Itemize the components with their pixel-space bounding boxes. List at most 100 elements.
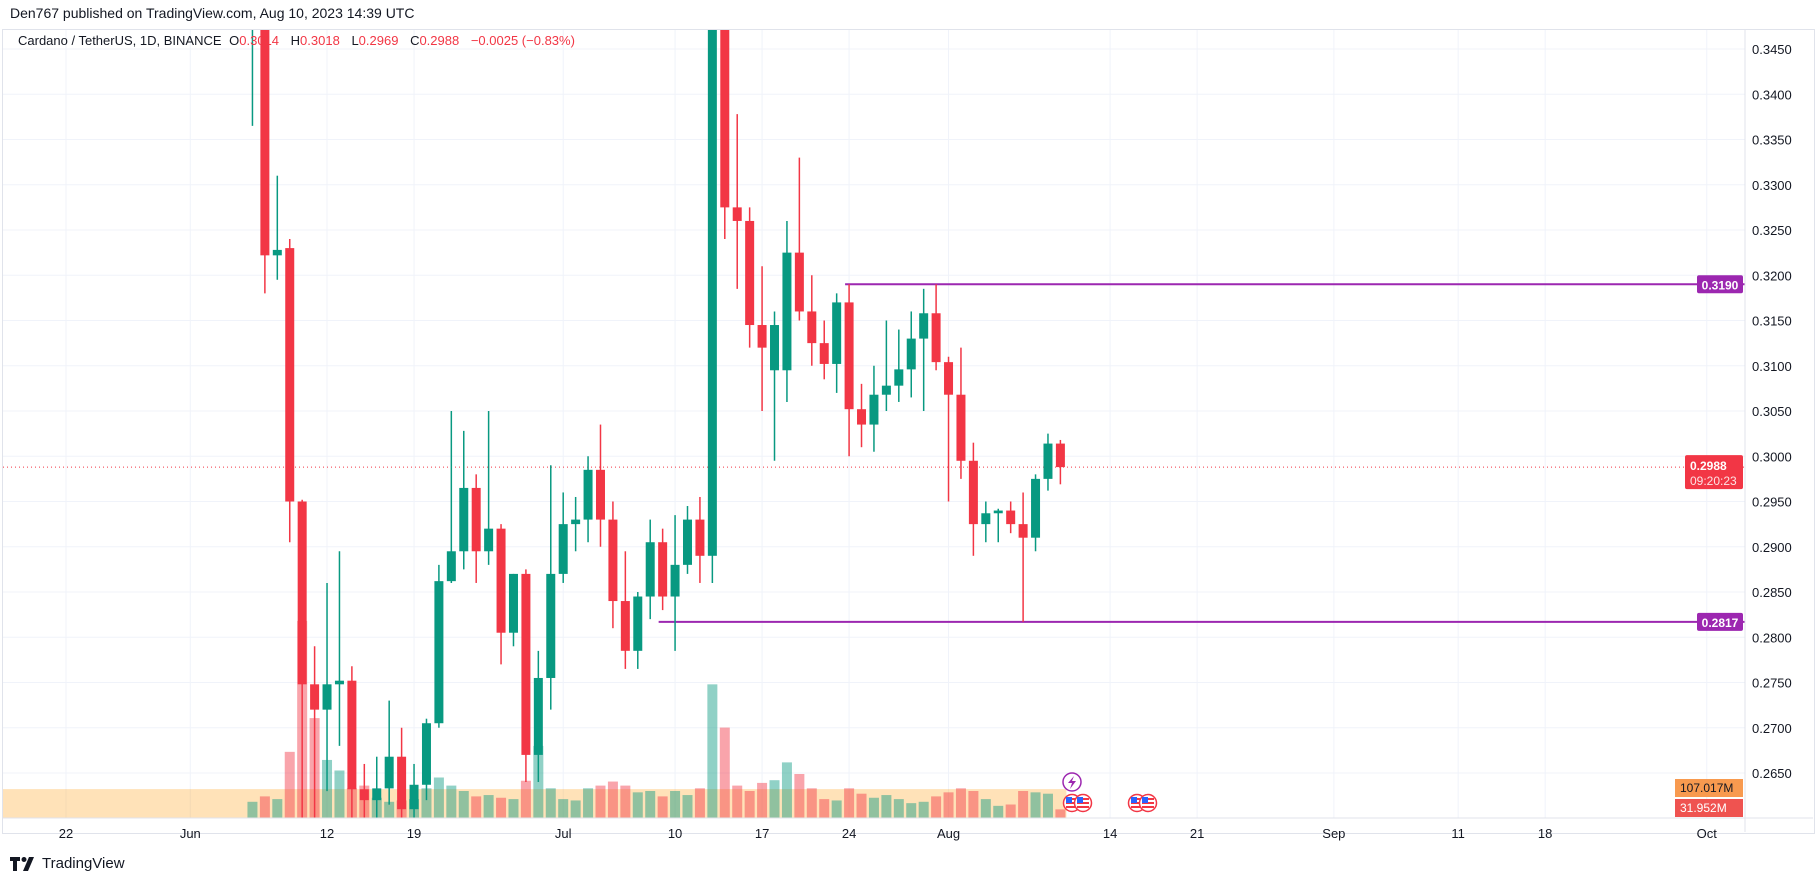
volume-bar: [918, 801, 929, 818]
candle[interactable]: [484, 411, 494, 565]
candle-body: [521, 573, 531, 755]
lightning-event-icon[interactable]: [1062, 772, 1082, 792]
candle[interactable]: [782, 220, 792, 402]
flag-canton: [1131, 797, 1137, 803]
candle[interactable]: [968, 442, 978, 556]
candle-body: [732, 207, 742, 221]
candle[interactable]: [670, 515, 680, 651]
volume-bar: [893, 799, 904, 818]
level-price-label: 0.3190: [1702, 278, 1739, 292]
candle[interactable]: [906, 311, 916, 398]
candle[interactable]: [1006, 501, 1016, 534]
candle[interactable]: [558, 492, 568, 583]
candle-body: [757, 325, 767, 348]
candle[interactable]: [434, 564, 444, 728]
candles: [248, 0, 1065, 819]
candle[interactable]: [720, 0, 730, 240]
candle[interactable]: [1055, 439, 1065, 485]
candle[interactable]: [857, 383, 867, 448]
candle[interactable]: [409, 763, 419, 818]
symbol-name[interactable]: Cardano / TetherUS, 1D, BINANCE: [18, 33, 222, 48]
candle[interactable]: [571, 496, 581, 552]
price-tick-label: 0.3350: [1752, 133, 1792, 148]
level-price-badge: [1697, 275, 1743, 294]
us-flag-event-icon[interactable]: [1073, 793, 1093, 813]
candle[interactable]: [745, 207, 755, 348]
us-flag-event-icon[interactable]: [1138, 793, 1158, 813]
candle[interactable]: [272, 175, 282, 280]
time-tick-label: Aug: [937, 826, 960, 841]
candle[interactable]: [732, 114, 742, 289]
low-value: 0.2969: [358, 33, 399, 48]
time-tick-label: 14: [1103, 826, 1117, 841]
candle[interactable]: [1043, 433, 1053, 491]
candle[interactable]: [993, 508, 1003, 543]
candle[interactable]: [881, 320, 891, 412]
candle-body: [981, 513, 991, 525]
time-tick-label: 10: [668, 826, 682, 841]
candle-body: [1018, 524, 1028, 538]
candle[interactable]: [931, 284, 941, 371]
candle[interactable]: [869, 365, 879, 452]
candle[interactable]: [260, 0, 270, 294]
candle[interactable]: [633, 592, 643, 669]
candle[interactable]: [1031, 474, 1041, 552]
candle[interactable]: [471, 474, 481, 583]
candle[interactable]: [645, 519, 655, 620]
candle[interactable]: [844, 284, 854, 457]
candle[interactable]: [508, 573, 518, 647]
candle[interactable]: [496, 524, 506, 665]
candle[interactable]: [359, 763, 369, 818]
candle[interactable]: [894, 329, 904, 402]
candle[interactable]: [807, 275, 817, 366]
candle[interactable]: [683, 506, 692, 574]
candle[interactable]: [384, 700, 394, 805]
candle[interactable]: [944, 356, 954, 502]
candle[interactable]: [770, 311, 780, 461]
candle[interactable]: [446, 411, 456, 583]
volume-bar: [458, 791, 469, 818]
candle[interactable]: [981, 501, 991, 543]
candle[interactable]: [819, 320, 829, 380]
candle[interactable]: [546, 465, 556, 710]
candle-body: [409, 784, 419, 810]
candle[interactable]: [297, 499, 307, 819]
price-tick-label: 0.3050: [1752, 404, 1792, 419]
candle[interactable]: [421, 718, 431, 801]
candle[interactable]: [695, 496, 705, 583]
volume-bar: [769, 780, 780, 818]
candle[interactable]: [658, 528, 668, 611]
candle[interactable]: [397, 727, 407, 819]
volume-bar: [757, 782, 768, 818]
candle[interactable]: [310, 646, 320, 818]
candle[interactable]: [608, 501, 618, 629]
candle[interactable]: [956, 347, 966, 479]
time-tick-label: 17: [755, 826, 769, 841]
candle[interactable]: [794, 157, 804, 321]
candle[interactable]: [322, 582, 332, 792]
candle[interactable]: [583, 456, 593, 543]
candle-body: [794, 252, 804, 312]
open-value: 0.3014: [239, 33, 280, 48]
volume-bar: [1030, 792, 1041, 818]
candle-body: [894, 369, 904, 386]
candle[interactable]: [707, 0, 717, 583]
candle[interactable]: [521, 569, 531, 783]
candle[interactable]: [285, 239, 295, 543]
candle[interactable]: [1018, 492, 1028, 622]
candle[interactable]: [334, 551, 344, 746]
candle[interactable]: [919, 288, 929, 411]
price-tick-label: 0.3400: [1752, 87, 1792, 102]
candle[interactable]: [248, 0, 257, 126]
tradingview-logo[interactable]: TradingView: [10, 855, 125, 872]
candle[interactable]: [620, 551, 630, 669]
candle[interactable]: [832, 293, 842, 393]
candle[interactable]: [533, 650, 543, 783]
candle[interactable]: [595, 424, 605, 547]
candle[interactable]: [347, 666, 357, 818]
candle-body: [819, 343, 829, 364]
candle[interactable]: [372, 756, 382, 819]
candle[interactable]: [459, 430, 469, 570]
candle[interactable]: [757, 266, 767, 411]
